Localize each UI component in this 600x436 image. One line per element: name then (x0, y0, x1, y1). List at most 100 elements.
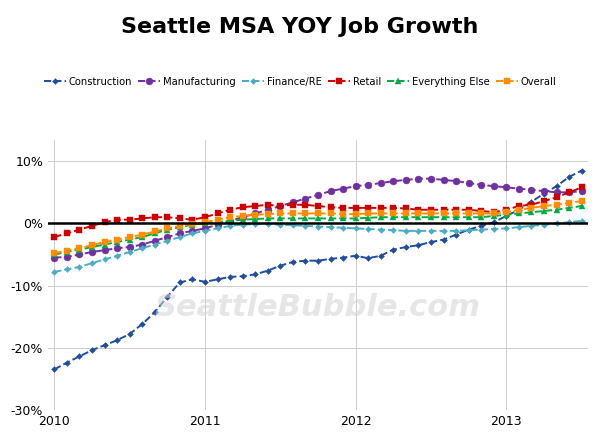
Manufacturing (239, 215, 246, 220)
Manufacturing (76, 252, 83, 257)
Everything Else (440, 215, 447, 220)
Construction (465, 227, 472, 232)
Construction (164, 294, 171, 300)
Retail (553, 195, 560, 200)
Everything Else (352, 216, 359, 221)
Manufacturing (503, 185, 510, 190)
Construction (541, 191, 548, 196)
Finance/RE (377, 227, 385, 232)
Retail (202, 215, 209, 220)
Finance/RE (528, 223, 535, 228)
Retail (403, 206, 410, 211)
Retail (126, 217, 133, 222)
Manufacturing (50, 255, 58, 260)
Construction (251, 272, 259, 277)
Manufacturing (88, 249, 95, 255)
Construction (214, 277, 221, 282)
Construction (226, 274, 233, 279)
Overall (63, 248, 70, 253)
Retail (176, 216, 184, 221)
Overall (113, 237, 121, 242)
Everything Else (302, 216, 309, 221)
Finance/RE (264, 221, 271, 227)
Finance/RE (101, 257, 108, 262)
Manufacturing (340, 186, 347, 191)
Finance/RE (490, 226, 497, 232)
Everything Else (427, 215, 434, 220)
Overall (277, 211, 284, 216)
Retail (415, 207, 422, 212)
Retail (327, 204, 334, 210)
Overall (251, 212, 259, 217)
Overall (403, 211, 410, 216)
Finance/RE (151, 242, 158, 247)
Everything Else (541, 208, 548, 214)
Finance/RE (164, 238, 171, 243)
Construction (390, 247, 397, 252)
Manufacturing (490, 184, 497, 189)
Manufacturing (365, 182, 372, 187)
Retail (189, 217, 196, 222)
Line: Overall: Overall (51, 198, 585, 256)
Manufacturing (541, 188, 548, 194)
Text: SeattleBubble.com: SeattleBubble.com (155, 293, 481, 322)
Manufacturing (452, 178, 460, 184)
Finance/RE (239, 222, 246, 227)
Overall (202, 220, 209, 225)
Everything Else (340, 216, 347, 221)
Everything Else (151, 231, 158, 236)
Finance/RE (566, 220, 573, 225)
Everything Else (226, 218, 233, 224)
Retail (465, 207, 472, 212)
Finance/RE (440, 228, 447, 234)
Construction (277, 263, 284, 268)
Manufacturing (578, 188, 586, 194)
Construction (427, 239, 434, 245)
Everything Else (365, 215, 372, 221)
Everything Else (578, 204, 586, 209)
Construction (490, 220, 497, 225)
Everything Else (264, 216, 271, 221)
Retail (528, 202, 535, 208)
Finance/RE (226, 223, 233, 228)
Retail (113, 217, 121, 222)
Finance/RE (452, 228, 460, 234)
Construction (289, 259, 296, 265)
Retail (264, 202, 271, 208)
Manufacturing (302, 196, 309, 201)
Construction (126, 331, 133, 337)
Everything Else (50, 252, 58, 257)
Overall (226, 215, 233, 220)
Construction (528, 199, 535, 204)
Construction (302, 258, 309, 263)
Construction (101, 343, 108, 348)
Construction (365, 255, 372, 261)
Overall (314, 211, 322, 216)
Everything Else (403, 215, 410, 220)
Finance/RE (478, 227, 485, 232)
Everything Else (189, 222, 196, 227)
Manufacturing (176, 231, 184, 236)
Manufacturing (528, 187, 535, 192)
Everything Else (528, 210, 535, 215)
Overall (541, 204, 548, 209)
Overall (126, 235, 133, 240)
Construction (377, 253, 385, 259)
Everything Else (88, 245, 95, 250)
Retail (251, 204, 259, 209)
Construction (478, 223, 485, 228)
Manufacturing (126, 245, 133, 250)
Everything Else (289, 216, 296, 221)
Overall (440, 211, 447, 216)
Manufacturing (101, 248, 108, 253)
Finance/RE (63, 267, 70, 272)
Manufacturing (289, 200, 296, 205)
Everything Else (202, 221, 209, 226)
Retail (566, 190, 573, 195)
Everything Else (101, 242, 108, 247)
Manufacturing (264, 207, 271, 212)
Retail (578, 185, 586, 190)
Manufacturing (314, 192, 322, 198)
Overall (452, 211, 460, 216)
Finance/RE (214, 226, 221, 231)
